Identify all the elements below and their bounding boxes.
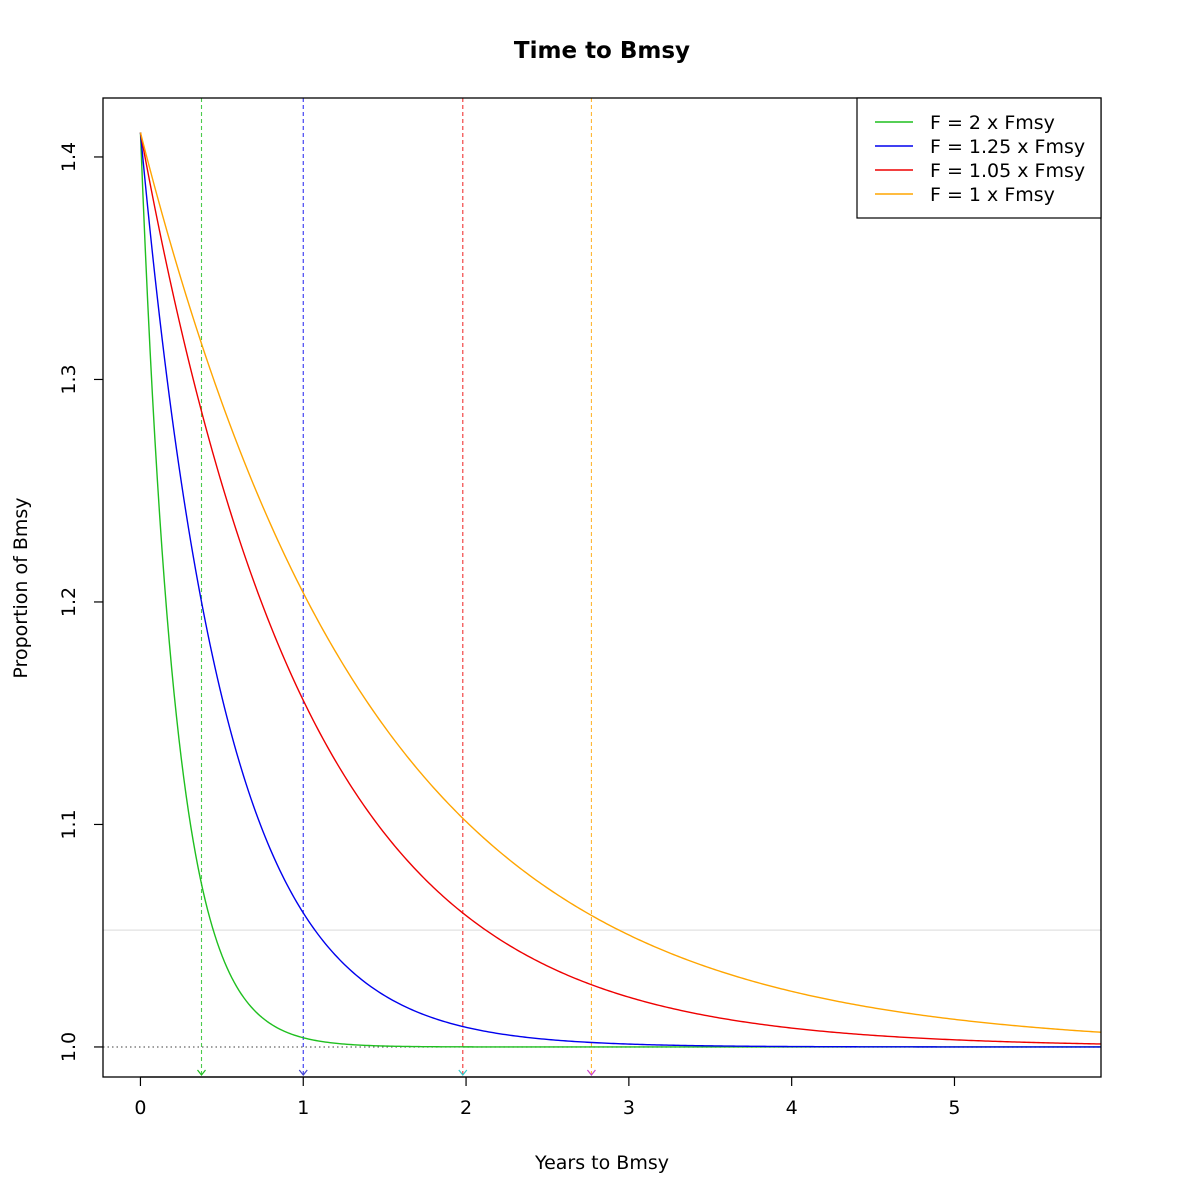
legend-label-0: F = 2 x Fmsy — [930, 112, 1055, 134]
threshold-marker-1 — [298, 1069, 308, 1076]
y-tick-label-1: 1.1 — [58, 809, 80, 839]
legend-label-2: F = 1.05 x Fmsy — [930, 160, 1085, 182]
series-line-2 — [139, 132, 1101, 1045]
x-tick-label-0: 0 — [134, 1097, 146, 1119]
y-tick-label-3: 1.3 — [58, 364, 80, 394]
legend-label-1: F = 1.25 x Fmsy — [930, 136, 1085, 158]
y-tick-label-4: 1.4 — [58, 142, 80, 172]
axes: 0 1 2 3 4 5 1.0 1.1 1.2 1.3 1.4 — [58, 142, 961, 1119]
threshold-marker-3 — [586, 1069, 596, 1076]
threshold-marker-0 — [197, 1069, 206, 1076]
x-axis-label: Years to Bmsy — [534, 1152, 669, 1174]
x-tick-label-5: 5 — [948, 1097, 960, 1119]
chart-title: Time to Bmsy — [514, 38, 690, 64]
threshold-lines — [103, 98, 1101, 1077]
threshold-markers — [197, 1069, 596, 1076]
legend-label-3: F = 1 x Fmsy — [930, 184, 1055, 206]
threshold-marker-2 — [458, 1069, 468, 1076]
y-axis-label: Proportion of Bmsy — [10, 497, 32, 678]
series-line-3 — [139, 132, 1101, 1033]
x-tick-label-3: 3 — [623, 1097, 635, 1119]
legend-box — [856, 97, 1102, 219]
y-tick-label-2: 1.2 — [58, 587, 80, 617]
x-tick-label-4: 4 — [786, 1097, 798, 1119]
x-tick-label-2: 2 — [460, 1097, 472, 1119]
series-line-0 — [139, 132, 1101, 1048]
plot-frame — [102, 97, 1102, 1078]
y-tick-label-0: 1.0 — [58, 1032, 80, 1062]
series-lines — [139, 132, 1101, 1048]
series-line-1 — [139, 132, 1101, 1048]
x-tick-label-1: 1 — [297, 1097, 309, 1119]
